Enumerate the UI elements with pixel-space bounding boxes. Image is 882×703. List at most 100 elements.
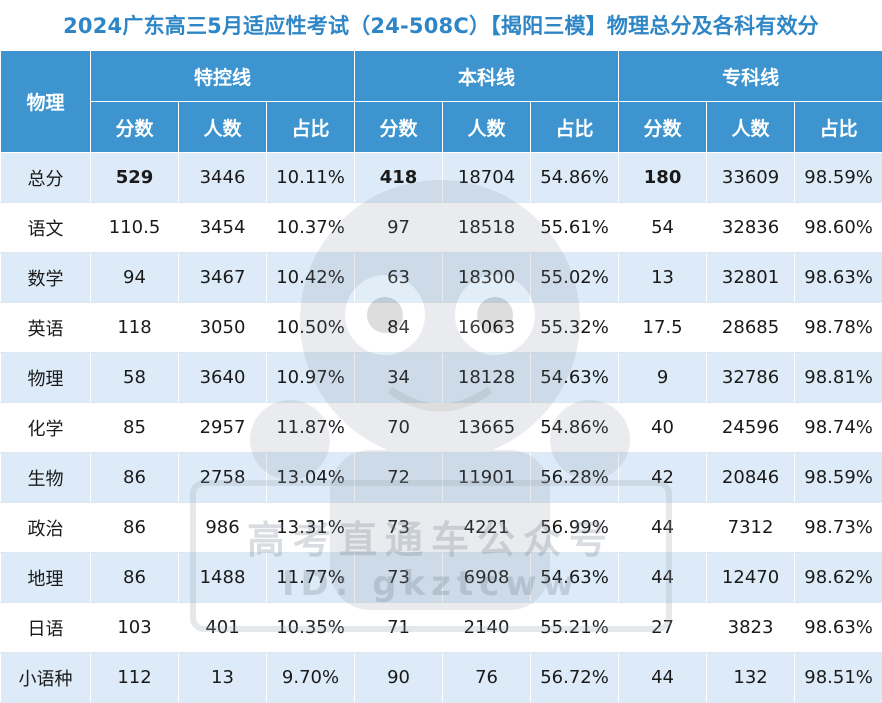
cell-score: 103	[91, 603, 179, 653]
cell-ratio: 98.60%	[795, 203, 882, 253]
cell-count: 2140	[443, 603, 531, 653]
page-title: 2024广东高三5月适应性考试（24-508C）【揭阳三模】物理总分及各科有效分	[0, 0, 882, 50]
cell-score: 97	[355, 203, 443, 253]
cell-ratio: 98.59%	[795, 153, 882, 203]
cell-count: 16063	[443, 303, 531, 353]
cell-ratio: 54.63%	[531, 553, 619, 603]
cell-ratio: 55.32%	[531, 303, 619, 353]
subcol-ratio: 占比	[531, 102, 619, 153]
row-subject: 地理	[1, 553, 91, 603]
cell-ratio: 98.63%	[795, 253, 882, 303]
cell-ratio: 11.77%	[267, 553, 355, 603]
cell-ratio: 10.97%	[267, 353, 355, 403]
cell-count: 4221	[443, 503, 531, 553]
cell-count: 3050	[179, 303, 267, 353]
cell-score: 110.5	[91, 203, 179, 253]
cell-score: 44	[619, 553, 707, 603]
cell-ratio: 10.11%	[267, 153, 355, 203]
cell-score: 17.5	[619, 303, 707, 353]
cell-ratio: 56.99%	[531, 503, 619, 553]
subcol-ratio: 占比	[795, 102, 882, 153]
cell-ratio: 98.63%	[795, 603, 882, 653]
cell-count: 3454	[179, 203, 267, 253]
cell-ratio: 98.62%	[795, 553, 882, 603]
cell-ratio: 10.42%	[267, 253, 355, 303]
cell-ratio: 54.86%	[531, 403, 619, 453]
cell-score: 34	[355, 353, 443, 403]
cell-score: 86	[91, 453, 179, 503]
cell-count: 401	[179, 603, 267, 653]
cell-score: 73	[355, 503, 443, 553]
cell-score: 86	[91, 553, 179, 603]
cell-score: 13	[619, 253, 707, 303]
cell-score: 73	[355, 553, 443, 603]
subcol-score: 分数	[355, 102, 443, 153]
subcol-count: 人数	[707, 102, 795, 153]
cell-count: 3446	[179, 153, 267, 203]
cell-count: 18704	[443, 153, 531, 203]
subcol-ratio: 占比	[267, 102, 355, 153]
cell-score: 118	[91, 303, 179, 353]
subcol-score: 分数	[91, 102, 179, 153]
cell-count: 13665	[443, 403, 531, 453]
cell-count: 28685	[707, 303, 795, 353]
cell-score: 70	[355, 403, 443, 453]
cell-count: 32836	[707, 203, 795, 253]
cell-ratio: 9.70%	[267, 653, 355, 703]
cell-score: 63	[355, 253, 443, 303]
cell-ratio: 10.37%	[267, 203, 355, 253]
row-subject: 化学	[1, 403, 91, 453]
cell-score: 94	[91, 253, 179, 303]
cell-ratio: 56.28%	[531, 453, 619, 503]
cell-count: 18128	[443, 353, 531, 403]
cell-count: 2758	[179, 453, 267, 503]
cell-score: 72	[355, 453, 443, 503]
score-table: 物理 特控线 本科线 专科线 分数 人数 占比 分数 人数 占比 分数 人数 占…	[0, 50, 882, 703]
cell-count: 3640	[179, 353, 267, 403]
cell-count: 33609	[707, 153, 795, 203]
cell-score: 27	[619, 603, 707, 653]
group-header-zhuanke: 专科线	[619, 51, 882, 102]
cell-ratio: 98.78%	[795, 303, 882, 353]
cell-score: 54	[619, 203, 707, 253]
row-subject: 小语种	[1, 653, 91, 703]
row-subject: 语文	[1, 203, 91, 253]
cell-count: 3467	[179, 253, 267, 303]
cell-score: 418	[355, 153, 443, 203]
cell-score: 85	[91, 403, 179, 453]
cell-count: 7312	[707, 503, 795, 553]
cell-count: 11901	[443, 453, 531, 503]
cell-score: 40	[619, 403, 707, 453]
cell-ratio: 98.74%	[795, 403, 882, 453]
subcol-count: 人数	[179, 102, 267, 153]
cell-ratio: 55.21%	[531, 603, 619, 653]
cell-score: 42	[619, 453, 707, 503]
row-subject: 物理	[1, 353, 91, 403]
cell-ratio: 55.02%	[531, 253, 619, 303]
cell-score: 84	[355, 303, 443, 353]
cell-count: 18518	[443, 203, 531, 253]
cell-score: 90	[355, 653, 443, 703]
cell-ratio: 98.59%	[795, 453, 882, 503]
cell-count: 18300	[443, 253, 531, 303]
cell-count: 76	[443, 653, 531, 703]
cell-ratio: 98.73%	[795, 503, 882, 553]
cell-ratio: 11.87%	[267, 403, 355, 453]
cell-count: 986	[179, 503, 267, 553]
cell-ratio: 54.63%	[531, 353, 619, 403]
row-subject: 总分	[1, 153, 91, 203]
corner-header: 物理	[1, 51, 91, 153]
cell-count: 12470	[707, 553, 795, 603]
group-header-tekong: 特控线	[91, 51, 355, 102]
subcol-count: 人数	[443, 102, 531, 153]
cell-ratio: 55.61%	[531, 203, 619, 253]
cell-score: 71	[355, 603, 443, 653]
